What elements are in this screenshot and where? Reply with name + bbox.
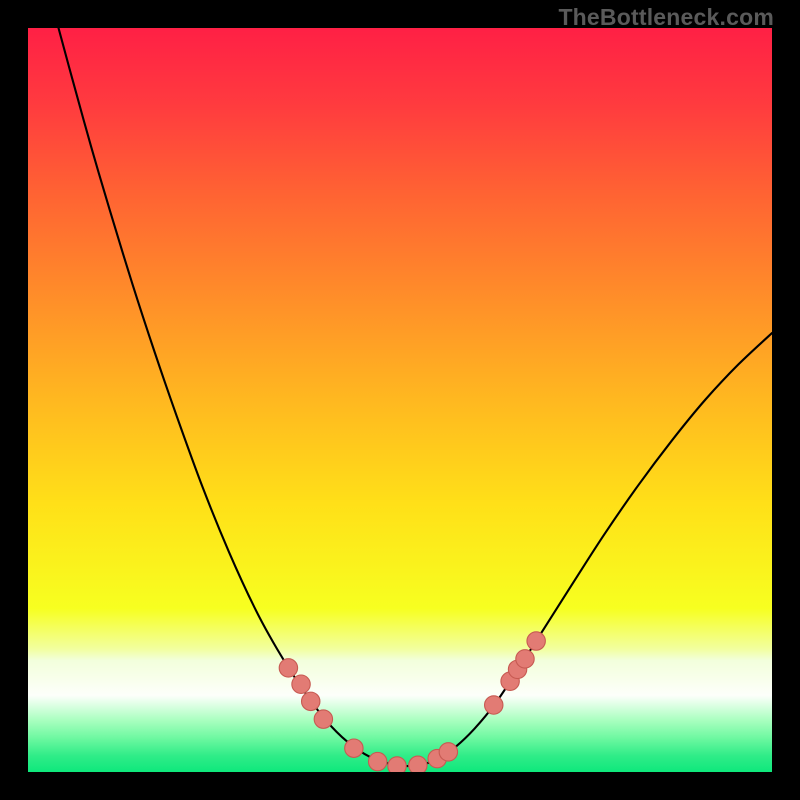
- curve-marker: [409, 756, 427, 772]
- curve-marker: [302, 692, 320, 710]
- curve-marker: [439, 743, 457, 761]
- curve-marker: [527, 632, 545, 650]
- curve-marker: [516, 650, 534, 668]
- curve-marker: [292, 675, 310, 693]
- curve-marker: [485, 696, 503, 714]
- gradient-background: [28, 28, 772, 772]
- curve-marker: [279, 659, 297, 677]
- curve-marker: [388, 757, 406, 772]
- curve-marker: [314, 710, 332, 728]
- watermark-text: TheBottleneck.com: [558, 4, 774, 31]
- curve-marker: [345, 739, 363, 757]
- curve-marker: [368, 752, 386, 770]
- plot-area: [28, 28, 772, 772]
- chart-svg: [28, 28, 772, 772]
